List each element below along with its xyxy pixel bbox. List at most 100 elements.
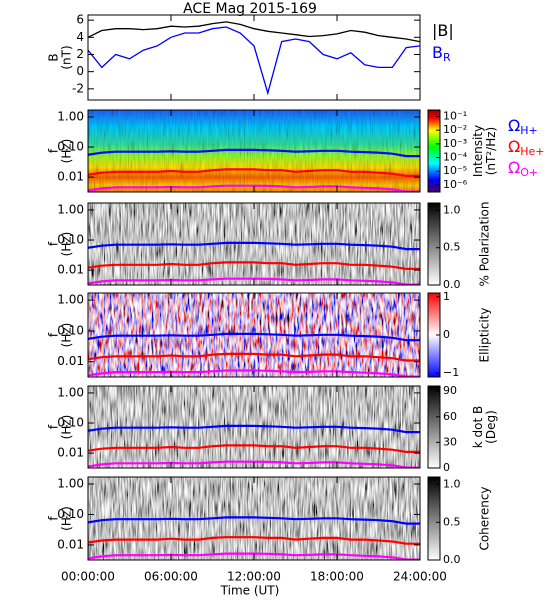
y-tick-label: 2: [76, 47, 84, 61]
y-tick-label: 0.10: [57, 323, 84, 337]
colorbar-label: (Deg): [484, 410, 498, 444]
colorbar-label: % Polarization: [478, 202, 492, 287]
series-line: [88, 168, 420, 177]
colorbar-tick-label: 10⁻³: [443, 137, 467, 150]
legend-label: Ω: [508, 116, 520, 135]
y-tick-label: 1.00: [57, 109, 84, 123]
series-line: [88, 352, 420, 362]
colorbar-tick-label: −1: [443, 366, 459, 379]
y-tick-label: 0.10: [57, 233, 84, 247]
legend-entry: ΩO+: [508, 158, 538, 180]
plot-area: [88, 293, 420, 377]
x-tick-label: 12:00:00: [227, 570, 281, 584]
colorbar-tick-label: 1.0: [443, 203, 461, 216]
y-tick-label: 0.01: [57, 446, 84, 460]
y-axis-label: f: [47, 516, 61, 521]
plot-area: [88, 110, 420, 192]
y-tick-label: 0.10: [57, 507, 84, 521]
series-line: [88, 261, 420, 270]
colorbar-tick-label: 10⁻⁶: [443, 178, 468, 191]
legend-subscript: O+: [520, 166, 538, 179]
y-axis-label: f: [47, 424, 61, 429]
colorbar-label: (nT²/Hz): [484, 127, 498, 175]
y-axis-label: f: [47, 148, 61, 153]
colorbar-tick-label: 0: [443, 328, 450, 341]
x-axis-label: Time (UT): [220, 584, 280, 598]
y-tick-label: 0: [76, 64, 84, 78]
plot-area: [88, 477, 420, 560]
legend-entry: |B|: [432, 21, 454, 40]
legend-entry: ΩH+: [508, 116, 538, 138]
plot-area: [88, 203, 420, 285]
colorbar: [427, 202, 441, 286]
legend-label: Ω: [508, 137, 520, 156]
y-axis-label: (Hz): [60, 323, 74, 348]
colorbar-tick-label: 0: [443, 461, 450, 474]
y-axis-label: f: [47, 241, 61, 246]
x-tick-label: 06:00:00: [144, 570, 198, 584]
legend-label: |B|: [432, 21, 454, 40]
series-line: [88, 184, 420, 192]
series-line: [88, 444, 420, 453]
y-tick-label: 0.01: [57, 354, 84, 368]
colorbar-tick-label: 1.0: [443, 478, 461, 491]
colorbar: [427, 109, 441, 193]
y-axis-label: B: [47, 53, 61, 61]
x-tick-label: 00:00:00: [61, 570, 115, 584]
colorbar-label: k dot B: [471, 406, 485, 448]
y-axis-label: (Hz): [60, 139, 74, 164]
colorbar-label: Intensity: [471, 125, 485, 177]
y-tick-label: 1.00: [57, 293, 84, 307]
x-tick-label: 18:00:00: [310, 570, 364, 584]
legend-subscript: He+: [520, 145, 544, 158]
y-axis-label: (Hz): [60, 415, 74, 440]
series-line: [88, 26, 420, 96]
series-line: [88, 21, 420, 43]
legend-subscript: R: [443, 51, 451, 64]
legend-label: Ω: [508, 158, 520, 177]
y-tick-label: 6: [76, 13, 84, 27]
y-tick-label: 0.01: [57, 170, 84, 184]
y-tick-label: 0.10: [57, 416, 84, 430]
colorbar-tick-label: 0.5: [443, 241, 461, 254]
y-tick-label: 0.01: [57, 537, 84, 551]
colorbar-tick-label: 1: [443, 290, 450, 303]
colorbar-tick-label: 0.5: [443, 515, 461, 528]
series-line: [88, 536, 420, 545]
chart-title: ACE Mag 2015-169: [183, 1, 317, 17]
colorbar-label: Ellipticity: [478, 308, 492, 363]
legend-entry: ΩHe+: [508, 137, 545, 159]
plot-area: [88, 386, 420, 468]
colorbar-tick-label: 10⁻⁴: [443, 151, 468, 164]
series-line: [88, 552, 420, 560]
y-axis-label: (Hz): [60, 506, 74, 531]
colorbar-tick-label: 60: [443, 410, 457, 423]
colorbar-tick-label: 10⁻¹: [443, 110, 467, 123]
y-axis-label: f: [47, 332, 61, 337]
series-line: [88, 332, 420, 342]
legend-entry: BR: [432, 43, 451, 65]
colorbar-tick-label: 10⁻⁵: [443, 164, 467, 177]
colorbar-tick-label: 90: [443, 384, 457, 397]
series-line: [88, 516, 420, 525]
colorbar-tick-label: 10⁻²: [443, 123, 467, 136]
colorbar: [427, 385, 441, 469]
y-tick-label: 1.00: [57, 202, 84, 216]
y-tick-label: 1.00: [57, 477, 84, 491]
y-tick-label: 1.00: [57, 385, 84, 399]
y-tick-label: -2: [72, 81, 84, 95]
series-line: [88, 424, 420, 434]
y-axis-label: (nT): [60, 45, 74, 69]
colorbar-label: Coherency: [478, 486, 492, 550]
series-line: [88, 277, 420, 285]
colorbar: [427, 476, 441, 561]
colorbar-tick-label: 30: [443, 435, 457, 448]
series-line: [88, 460, 420, 468]
series-line: [88, 148, 420, 158]
y-tick-label: 4: [76, 30, 84, 44]
colorbar-tick-label: 0.0: [443, 278, 461, 291]
x-tick-label: 24:00:00: [393, 570, 447, 584]
y-tick-label: 0.10: [57, 140, 84, 154]
colorbar-tick-label: 0.0: [443, 553, 461, 566]
